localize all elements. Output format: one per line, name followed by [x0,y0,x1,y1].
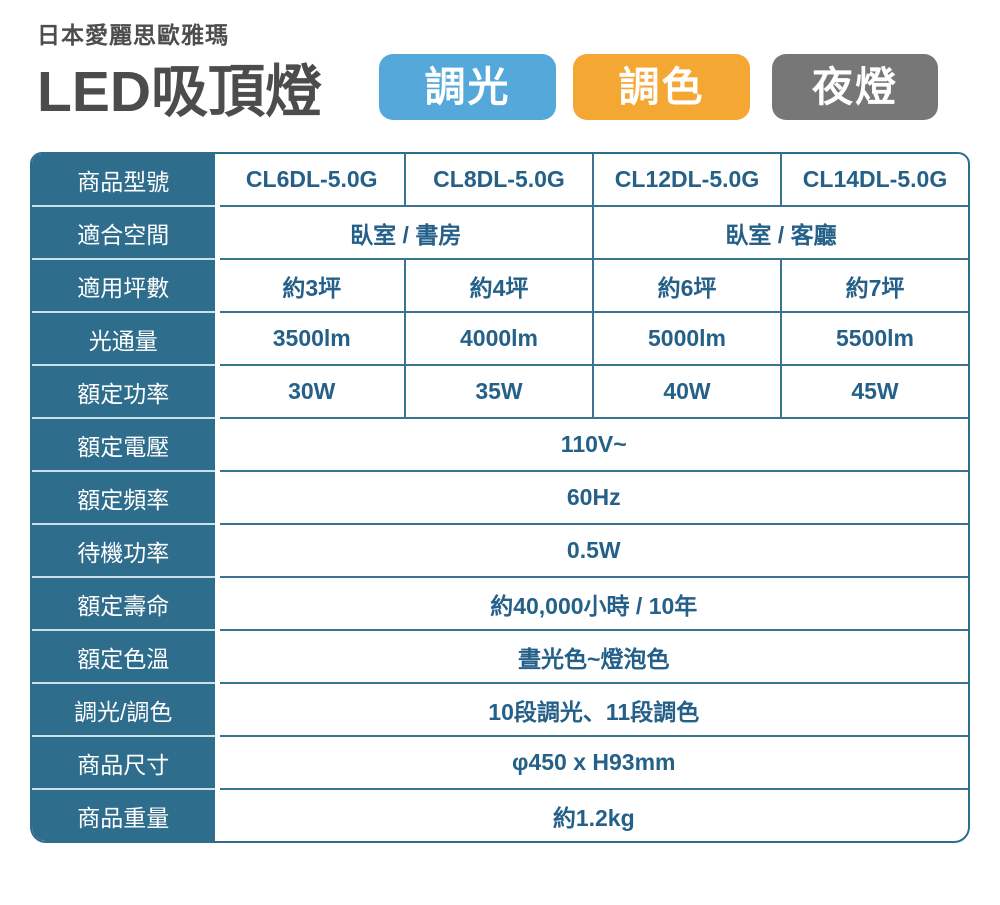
table-row: 商品重量 約1.2kg [32,789,968,841]
table-row: 待機功率 0.5W [32,524,968,578]
table-row: 調光/調色 10段調光、11段調色 [32,683,968,737]
table-row: 額定電壓 110V~ [32,418,968,472]
row-header: 額定頻率 [32,471,220,525]
spec-cell: 30W [217,365,405,419]
row-header: 額定壽命 [32,577,220,631]
spec-cell: CL8DL-5.0G [404,154,593,207]
spec-cell: φ450 x H93mm [217,736,968,790]
table-row: 商品尺寸 φ450 x H93mm [32,736,968,790]
table-row: 額定功率 30W 35W 40W 45W [32,365,968,419]
table-row: 額定頻率 60Hz [32,471,968,525]
title-row: LED吸頂燈 調光 調色 夜燈 [37,53,1000,124]
row-header: 商品重量 [32,789,220,841]
spec-cell: 3500lm [217,312,405,366]
spec-cell: 35W [404,365,593,419]
row-header: 額定色溫 [32,630,220,684]
spec-cell: 110V~ [217,418,968,472]
spec-cell: 約7坪 [780,259,968,313]
table-row: 適合空間 臥室 / 書房 臥室 / 客廳 [32,206,968,260]
spec-cell: 約40,000小時 / 10年 [217,577,968,631]
row-header: 額定功率 [32,365,220,419]
feature-badges: 調光 調色 夜燈 [369,54,938,120]
table-row: 光通量 3500lm 4000lm 5000lm 5500lm [32,312,968,366]
dimming-badge: 調光 [379,54,556,120]
spec-cell: CL12DL-5.0G [592,154,781,207]
row-header: 適合空間 [32,206,220,260]
row-header: 調光/調色 [32,683,220,737]
spec-cell: 40W [592,365,781,419]
spec-cell: 10段調光、11段調色 [217,683,968,737]
table-row: 額定壽命 約40,000小時 / 10年 [32,577,968,631]
spec-cell: 60Hz [217,471,968,525]
spec-cell: 約3坪 [217,259,405,313]
spec-cell: CL6DL-5.0G [217,154,405,207]
row-header: 光通量 [32,312,220,366]
night-light-badge: 夜燈 [772,54,938,120]
page-title: LED吸頂燈 [37,60,322,124]
color-tuning-badge: 調色 [573,54,750,120]
table-row: 適用坪數 約3坪 約4坪 約6坪 約7坪 [32,259,968,313]
row-header: 適用坪數 [32,259,220,313]
spec-cell: 約1.2kg [552,804,635,831]
row-header: 待機功率 [32,524,220,578]
row-header: 額定電壓 [32,418,220,472]
spec-cell: 5500lm [780,312,968,366]
header: 日本愛麗思歐雅瑪 LED吸頂燈 調光 調色 夜燈 [0,0,1000,124]
spec-cell: 約4坪 [404,259,593,313]
table-row: 額定色溫 晝光色~燈泡色 [32,630,968,684]
spec-cell: 臥室 / 書房 [217,206,593,260]
spec-cell: 晝光色~燈泡色 [217,630,968,684]
spec-cell: 臥室 / 客廳 [592,206,968,260]
spec-cell: 約6坪 [592,259,781,313]
spec-table: 商品型號 CL6DL-5.0G CL8DL-5.0G CL12DL-5.0G CL14D… [30,152,970,843]
row-header: 商品尺寸 [32,736,220,790]
spec-cell: 5000lm [592,312,781,366]
spec-cell: 4000lm [404,312,593,366]
table-row: 商品型號 CL6DL-5.0G CL8DL-5.0G CL12DL-5.0G CL14D… [32,154,968,207]
brand-text: 日本愛麗思歐雅瑪 [37,22,229,48]
spec-cell: 0.5W [217,524,968,578]
spec-cell: CL14DL-5.0G [780,154,968,207]
row-header: 商品型號 [32,154,220,207]
spec-cell: 45W [780,365,968,419]
